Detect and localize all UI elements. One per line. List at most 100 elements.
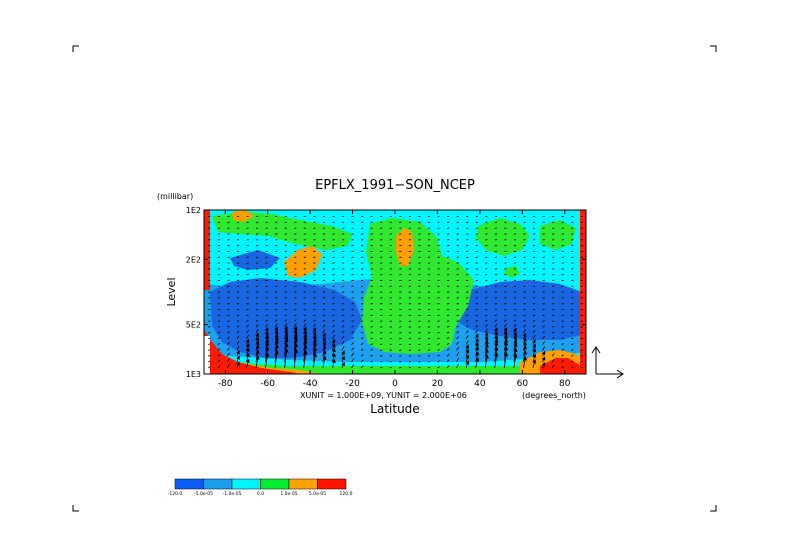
- vector-arrow: [437, 343, 440, 345]
- vector-arrow: [322, 355, 327, 368]
- y-axis-label: Level: [165, 277, 178, 306]
- vector-arrow: [208, 326, 211, 328]
- x-tick-label: 0: [392, 379, 398, 389]
- vector-arrow: [332, 329, 335, 334]
- vector-arrow: [360, 326, 364, 328]
- vector-arrow: [322, 324, 326, 328]
- vector-arrow: [542, 325, 545, 328]
- vector-arrow: [513, 353, 518, 368]
- vector-arrow: [227, 331, 230, 334]
- x-tick-label: -60: [260, 379, 275, 389]
- vector-arrow: [265, 323, 269, 328]
- vector-arrow: [580, 366, 583, 369]
- vector-arrow: [446, 359, 450, 363]
- x-tick-label: -20: [345, 379, 360, 389]
- vector-arrow: [523, 319, 526, 322]
- vector-arrow: [293, 338, 298, 357]
- vector-arrow: [370, 354, 373, 357]
- vector-arrow: [227, 352, 230, 357]
- y-tick-label: 2E2: [186, 255, 201, 264]
- vector-arrow: [503, 323, 507, 328]
- vector-arrow: [532, 330, 536, 334]
- vector-arrow: [236, 320, 240, 322]
- vector-arrow: [246, 319, 249, 322]
- field-surface-green: [204, 356, 586, 374]
- vector-arrow: [551, 342, 555, 345]
- vector-arrow: [236, 335, 240, 340]
- field-orange-south: [284, 246, 322, 278]
- vector-arrow: [456, 331, 459, 334]
- vector-arrow: [437, 326, 440, 328]
- vector-arrow: [255, 355, 260, 368]
- vector-arrow: [341, 350, 345, 357]
- vector-arrow: [245, 358, 250, 368]
- vector-arrow: [571, 332, 574, 334]
- y-axis: 1E2 2E2 5E2 1E3: [186, 206, 586, 379]
- vector-arrow: [227, 364, 230, 369]
- vector-arrow: [370, 337, 373, 340]
- vector-arrow: [437, 348, 440, 351]
- vector-arrow: [236, 361, 240, 369]
- vector-arrow: [351, 331, 354, 334]
- vector-field: [208, 215, 583, 369]
- y-tick-label: 1E3: [186, 370, 201, 379]
- vector-arrow: [542, 346, 546, 351]
- vector-arrow: [523, 356, 527, 368]
- vector-arrow: [456, 346, 460, 351]
- vector-arrow: [484, 319, 488, 322]
- vector-arrow: [551, 320, 555, 322]
- vector-arrow: [427, 366, 431, 369]
- vector-arrow: [427, 355, 431, 357]
- vector-arrow: [551, 364, 555, 369]
- vector-arrow: [380, 349, 383, 351]
- vector-arrow: [475, 329, 479, 334]
- vector-arrow: [293, 342, 299, 363]
- vector-arrow: [418, 349, 421, 351]
- vector-arrow: [236, 325, 240, 328]
- y-axis-units: (millibar): [157, 192, 193, 201]
- vector-arrow: [551, 325, 555, 328]
- vector-arrow: [227, 336, 230, 340]
- vector-arrow: [255, 324, 259, 328]
- vector-arrow: [313, 319, 316, 322]
- vector-arrow: [351, 358, 355, 363]
- field-green-south-top: [212, 212, 352, 250]
- vector-arrow: [341, 341, 345, 345]
- vector-arrow: [208, 343, 211, 345]
- vector-arrow: [380, 355, 383, 357]
- colorbar-label: -5.0e-05: [194, 491, 213, 497]
- vector-arrow: [236, 350, 240, 357]
- vector-arrow: [475, 324, 479, 328]
- vector-arrow: [532, 359, 537, 368]
- vector-arrow: [227, 325, 230, 328]
- vector-arrow: [446, 320, 450, 322]
- vector-arrow: [475, 319, 479, 322]
- vector-arrow: [246, 329, 249, 334]
- vector-arrow: [255, 328, 259, 334]
- reference-vector-key: [591, 346, 624, 379]
- vector-arrow: [217, 348, 221, 351]
- vector-arrow: [331, 358, 336, 368]
- vector-arrow: [265, 319, 268, 322]
- vector-arrow: [284, 348, 289, 368]
- vector-arrow: [360, 365, 364, 369]
- vector-arrow: [513, 324, 517, 328]
- vector-arrow: [437, 337, 440, 340]
- x-tick-label: -40: [303, 379, 318, 389]
- y-tick-label: 1E2: [186, 206, 201, 215]
- vector-arrow: [580, 355, 583, 357]
- vector-arrow: [571, 343, 574, 345]
- vector-arrow: [265, 352, 270, 368]
- y-tick-label: 5E2: [186, 321, 201, 330]
- vector-arrow: [542, 320, 545, 322]
- vector-arrow: [465, 340, 469, 345]
- vector-arrow: [389, 349, 392, 351]
- vector-arrow: [494, 323, 498, 328]
- vector-arrow: [513, 319, 517, 322]
- vector-arrow: [418, 361, 421, 363]
- vector-arrow: [561, 343, 564, 345]
- vector-arrow: [360, 353, 364, 357]
- vector-arrow: [227, 320, 230, 322]
- vector-arrow: [389, 366, 392, 369]
